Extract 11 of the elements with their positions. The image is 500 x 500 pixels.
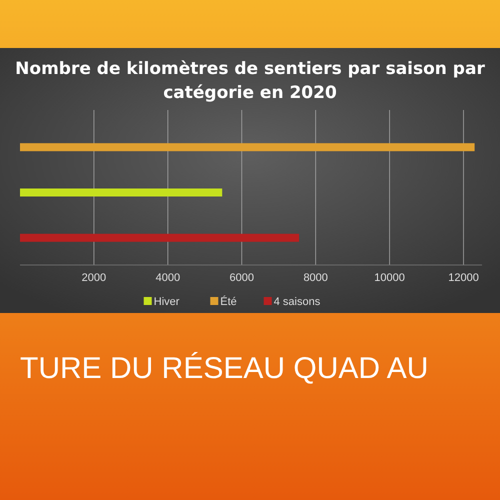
x-tick-label: 4000 xyxy=(156,272,180,284)
x-tick-label: 8000 xyxy=(303,272,328,284)
x-tick-label: 2000 xyxy=(82,272,106,284)
chart-title: Nombre de kilomètres de sentiers par saison par catégorie en 2020 xyxy=(15,59,486,103)
legend-label: Hiver xyxy=(154,296,180,308)
x-tick-label: 10000 xyxy=(374,272,405,284)
x-tick-label: 6000 xyxy=(230,272,254,284)
text: TURE DU RÉSEAU QUAD AU xyxy=(20,351,428,385)
legend-label: 4 saisons xyxy=(274,296,321,308)
legend-label: Été xyxy=(220,295,237,308)
x-tick-label: 12000 xyxy=(448,272,479,284)
